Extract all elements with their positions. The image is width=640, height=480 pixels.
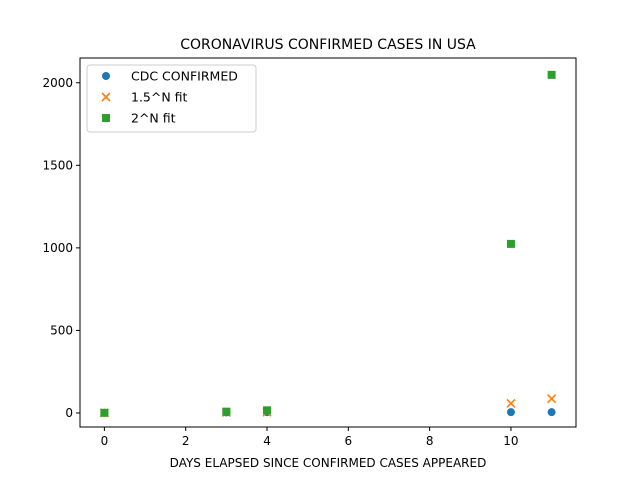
x-tick-label: 10 xyxy=(503,434,518,448)
chart-title: CORONAVIRUS CONFIRMED CASES IN USA xyxy=(180,37,476,53)
data-point xyxy=(547,408,556,417)
legend-marker xyxy=(102,72,110,80)
legend-label: 2^N fit xyxy=(131,111,176,126)
x-tick-label: 6 xyxy=(345,434,353,448)
legend: CDC CONFIRMED 1.5^N fit 2^N fit xyxy=(86,64,257,133)
legend-marker xyxy=(102,114,110,122)
data-point xyxy=(547,394,557,404)
data-point xyxy=(547,70,556,79)
x-tick-label: 0 xyxy=(101,434,109,448)
x-tick-label: 4 xyxy=(263,434,271,448)
legend-label: 1.5^N fit xyxy=(131,90,188,105)
x-tick-label: 8 xyxy=(426,434,434,448)
data-point xyxy=(100,408,109,417)
x-tick-label: 2 xyxy=(182,434,190,448)
plot-area xyxy=(99,70,557,418)
axes: 0 2 4 6 8 10 0 500 1000 1500 2000 xyxy=(42,57,577,448)
y-tick-label: 1500 xyxy=(42,158,73,172)
series-1 xyxy=(100,408,556,417)
y-tick-label: 1000 xyxy=(42,241,73,255)
data-point xyxy=(263,406,272,415)
y-tick-label: 2000 xyxy=(42,76,73,90)
y-tick-label: 0 xyxy=(65,406,73,420)
plot-frame xyxy=(79,57,577,428)
x-axis-label: DAYS ELAPSED SINCE CONFIRMED CASES APPEA… xyxy=(170,456,487,470)
data-point xyxy=(506,239,515,248)
data-point xyxy=(506,398,516,409)
legend-label: CDC CONFIRMED xyxy=(131,69,238,84)
series-2 xyxy=(99,394,557,418)
series-3 xyxy=(100,70,556,417)
data-point xyxy=(222,407,231,416)
legend-marker xyxy=(101,92,111,102)
legend-box xyxy=(86,64,257,133)
y-tick-label: 500 xyxy=(50,323,73,337)
data-point xyxy=(506,408,515,417)
